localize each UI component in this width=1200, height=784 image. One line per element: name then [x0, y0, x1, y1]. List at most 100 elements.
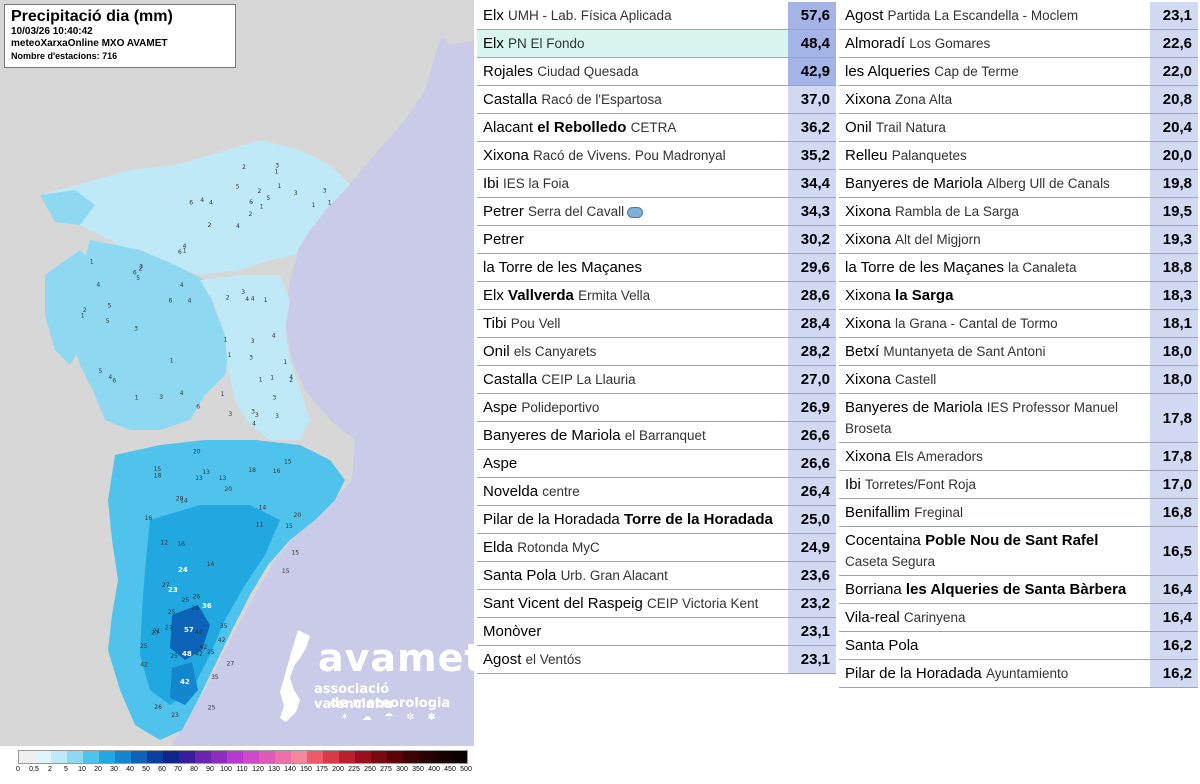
- station-row[interactable]: Pilar de la Horadada Torre de la Horadad…: [477, 506, 836, 534]
- station-value-label-key: 57: [184, 626, 194, 634]
- station-row[interactable]: Elx UMH - Lab. Física Aplicada 57,6: [477, 2, 836, 30]
- station-name-cell: Aspe: [477, 450, 788, 477]
- map-title: Precipitació dia (mm): [11, 8, 173, 25]
- station-row[interactable]: Santa Pola 16,2: [839, 632, 1198, 660]
- station-row[interactable]: Agost el Ventós 23,1: [477, 646, 836, 674]
- station-name-cell: Xixona Castell: [839, 366, 1150, 393]
- legend-label: 2: [48, 766, 52, 773]
- station-row[interactable]: Almoradí Los Gomares 22,6: [839, 30, 1198, 58]
- city-name: Betxí: [845, 343, 880, 360]
- station-row[interactable]: Santa Pola Urb. Gran Alacant 23,6: [477, 562, 836, 590]
- station-value-label: 3: [323, 188, 327, 195]
- station-row[interactable]: la Torre de les Maçanes la Canaleta 18,8: [839, 254, 1198, 282]
- station-row[interactable]: Relleu Palanquetes 20,0: [839, 142, 1198, 170]
- station-value-label: 20: [294, 512, 302, 519]
- legend-label: 500: [460, 766, 472, 773]
- station-row[interactable]: Xixona Alt del Migjorn 19,3: [839, 226, 1198, 254]
- station-value-label: 5: [236, 183, 240, 190]
- station-row[interactable]: les Alqueries Cap de Terme 22,0: [839, 58, 1198, 86]
- precipitation-value: 16,4: [1150, 576, 1198, 603]
- station-row[interactable]: Xixona Zona Alta 20,8: [839, 86, 1198, 114]
- station-location: Ermita Vella: [578, 288, 651, 303]
- station-row[interactable]: Onil Trail Natura 20,4: [839, 114, 1198, 142]
- station-location: centre: [542, 484, 580, 499]
- legend-swatch: [403, 751, 419, 763]
- station-row[interactable]: Pilar de la Horadada Ayuntamiento 16,2: [839, 660, 1198, 688]
- legend-label: 400: [428, 766, 440, 773]
- station-row[interactable]: Banyeres de Mariola el Barranquet 26,6: [477, 422, 836, 450]
- station-value-label: 27: [165, 624, 173, 631]
- station-row[interactable]: Xixona Els Ameradors 17,8: [839, 443, 1198, 471]
- city-name: Alacant: [483, 119, 534, 136]
- station-value-label: 1: [312, 202, 316, 209]
- legend-swatch: [243, 751, 259, 763]
- station-row[interactable]: Castalla CEIP La Llauria 27,0: [477, 366, 836, 394]
- station-row[interactable]: Elx Vallverda Ermita Vella 28,6: [477, 282, 836, 310]
- station-row[interactable]: Borriana les Alqueries de Santa Bàrbera 1…: [839, 576, 1198, 604]
- station-row[interactable]: Banyeres de Mariola IES Professor Manuel…: [839, 394, 1198, 443]
- station-name-cell: Vila-real Carinyena: [839, 604, 1150, 631]
- station-location: el Ventós: [525, 652, 582, 667]
- station-row[interactable]: Elx PN El Fondo 48,4: [477, 30, 836, 58]
- legend-swatch: [147, 751, 163, 763]
- station-row[interactable]: Xixona Racó de Vivens. Pou Madronyal 35,2: [477, 142, 836, 170]
- legend-swatch: [179, 751, 195, 763]
- station-row[interactable]: la Torre de les Maçanes 29,6: [477, 254, 836, 282]
- station-row[interactable]: Ibi Torretes/Font Roja 17,0: [839, 471, 1198, 499]
- region-northwest-patch: [40, 190, 95, 225]
- station-name-cell: Aspe Polideportivo: [477, 394, 788, 421]
- station-row[interactable]: Elda Rotonda MyC 24,9: [477, 534, 836, 562]
- legend-label: 130: [268, 766, 280, 773]
- station-row[interactable]: Cocentaina Poble Nou de Sant Rafel Caset…: [839, 527, 1198, 576]
- station-name-cell: les Alqueries Cap de Terme: [839, 58, 1150, 85]
- station-row[interactable]: Xixona Castell 18,0: [839, 366, 1198, 394]
- station-row[interactable]: Alacant el Rebolledo CETRA 36,2: [477, 114, 836, 142]
- city-name: Elda: [483, 539, 514, 556]
- station-location: Rambla de La Sarga: [895, 204, 1019, 219]
- precipitation-value: 26,9: [788, 394, 836, 421]
- station-location: Serra del Cavall: [528, 204, 625, 219]
- station-row[interactable]: Vila-real Carinyena 16,4: [839, 604, 1198, 632]
- station-value-label: 4: [236, 223, 240, 230]
- legend-label: 0: [16, 766, 20, 773]
- station-row[interactable]: Banyeres de Mariola Alberg Ull de Canals…: [839, 170, 1198, 198]
- station-row[interactable]: Xixona Rambla de La Sarga 19,5: [839, 198, 1198, 226]
- station-row[interactable]: Ibi IES la Foia 34,4: [477, 170, 836, 198]
- precipitation-value: 23,6: [788, 562, 836, 589]
- station-location: Rotonda MyC: [517, 540, 600, 555]
- station-name-cell: Santa Pola: [839, 632, 1150, 659]
- island: [430, 10, 474, 45]
- station-row[interactable]: Xixona la Sarga 18,3: [839, 282, 1198, 310]
- station-row[interactable]: Xixona la Grana - Cantal de Tormo 18,1: [839, 310, 1198, 338]
- station-row[interactable]: Rojales Ciudad Quesada 42,9: [477, 58, 836, 86]
- station-name-cell: Petrer Serra del Cavall: [477, 198, 788, 225]
- station-row[interactable]: Aspe Polideportivo 26,9: [477, 394, 836, 422]
- station-row[interactable]: Castalla Racó de l'Espartosa 37,0: [477, 86, 836, 114]
- station-row[interactable]: Petrer Serra del Cavall 34,3: [477, 198, 836, 226]
- city-name: Xixona: [845, 231, 891, 248]
- station-name-cell: Castalla Racó de l'Espartosa: [477, 86, 788, 113]
- precipitation-value: 42,9: [788, 58, 836, 85]
- station-row[interactable]: Agost Partida La Escandella - Moclem 23,1: [839, 2, 1198, 30]
- station-value-label: 27: [227, 660, 235, 667]
- station-row[interactable]: Monòver 23,1: [477, 618, 836, 646]
- station-location: Castell: [895, 372, 937, 387]
- station-row[interactable]: Benifallim Freginal 16,8: [839, 499, 1198, 527]
- station-value-label: 13: [202, 469, 210, 476]
- station-value-label: 18: [154, 472, 162, 479]
- station-location: Polideportivo: [521, 400, 600, 415]
- station-row[interactable]: Novelda centre 26,4: [477, 478, 836, 506]
- station-row[interactable]: Betxí Muntanyeta de Sant Antoni 18,0: [839, 338, 1198, 366]
- station-row[interactable]: Onil els Canyarets 28,2: [477, 338, 836, 366]
- station-value-label: 1: [170, 357, 174, 364]
- station-name-cell: Elx Vallverda Ermita Vella: [477, 282, 788, 309]
- map-title-box: Precipitació dia (mm) 10/03/26 10:40:42 …: [4, 4, 236, 68]
- station-row[interactable]: Aspe 26,6: [477, 450, 836, 478]
- station-value-label: 2: [226, 295, 230, 302]
- station-row[interactable]: Sant Vicent del Raspeig CEIP Victoria Ke…: [477, 590, 836, 618]
- station-row[interactable]: Petrer 30,2: [477, 226, 836, 254]
- station-value-label: 20: [193, 449, 201, 456]
- station-row[interactable]: Tibi Pou Vell 28,4: [477, 310, 836, 338]
- station-value-label: 1: [264, 297, 268, 304]
- station-location: Els Ameradors: [895, 449, 983, 464]
